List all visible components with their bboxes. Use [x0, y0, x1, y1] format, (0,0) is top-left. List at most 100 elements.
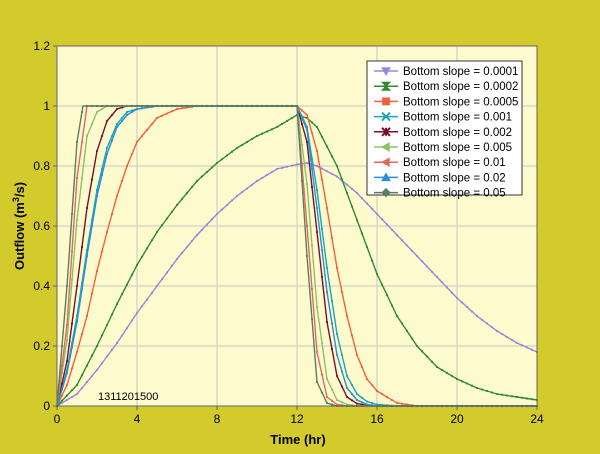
data-point [495, 392, 499, 396]
data-point [305, 128, 309, 132]
data-point [330, 347, 334, 351]
y-tick-label: 0 [43, 399, 50, 413]
data-point [360, 401, 364, 404]
data-point [60, 399, 64, 402]
data-point [435, 365, 439, 369]
data-point [485, 389, 489, 393]
y-tick-label: 1.2 [33, 39, 50, 53]
data-point [310, 317, 314, 321]
data-point [340, 370, 344, 373]
y-tick-label: 0.8 [33, 159, 50, 173]
data-point [350, 205, 354, 208]
data-point [95, 104, 99, 108]
data-point [255, 104, 259, 108]
data-point [245, 187, 249, 190]
data-point [370, 259, 374, 262]
data-point [270, 104, 274, 108]
data-point [365, 377, 369, 381]
data-point [280, 104, 284, 108]
data-point [300, 179, 304, 183]
data-point [450, 374, 454, 378]
data-point [200, 175, 204, 178]
legend-item: Bottom slope = 0.005 [374, 142, 512, 154]
data-point [100, 104, 104, 108]
data-point [95, 368, 99, 372]
data-point [310, 131, 314, 135]
data-point [415, 344, 419, 348]
data-point [305, 182, 309, 186]
data-point [310, 157, 314, 160]
data-point [525, 346, 529, 349]
data-point [220, 208, 224, 211]
data-point [260, 176, 264, 180]
data-point [480, 318, 484, 321]
data-point [120, 116, 124, 120]
legend-marker [381, 111, 391, 122]
x-tick-label: 0 [54, 412, 61, 426]
data-point [320, 248, 324, 252]
data-point [110, 313, 114, 316]
data-point [355, 398, 359, 402]
data-point [520, 396, 524, 399]
data-point [190, 104, 194, 108]
data-point [285, 119, 289, 123]
legend-label: Bottom slope = 0.005 [403, 142, 512, 154]
data-point [325, 206, 329, 210]
data-point [65, 394, 69, 397]
data-point [500, 332, 504, 336]
data-point [490, 326, 494, 329]
data-point [185, 104, 189, 108]
data-point [255, 134, 259, 138]
data-point [290, 164, 294, 167]
data-point [340, 385, 344, 388]
data-point [80, 332, 84, 336]
data-point [465, 382, 469, 385]
x-tick-label: 8 [214, 412, 221, 426]
data-point [115, 194, 119, 198]
data-point [85, 364, 89, 367]
data-point [75, 140, 79, 144]
data-point [430, 360, 434, 363]
data-point [240, 104, 244, 108]
data-point [310, 185, 314, 189]
data-point [215, 212, 219, 216]
data-point [360, 365, 364, 369]
legend-label: Bottom slope = 0.0001 [403, 66, 518, 78]
data-point [285, 165, 289, 168]
data-point [145, 247, 149, 250]
data-point [70, 250, 74, 253]
data-point [150, 104, 154, 108]
data-point [330, 322, 334, 325]
y-tick-label: 1 [43, 99, 50, 113]
data-point [135, 263, 139, 267]
data-point [500, 393, 504, 396]
data-point [335, 353, 339, 357]
data-point [225, 104, 229, 108]
data-point [330, 399, 334, 402]
data-point [140, 255, 144, 258]
data-point [155, 104, 159, 108]
data-point [330, 388, 334, 391]
data-point [170, 104, 174, 108]
data-point [100, 167, 104, 171]
data-point [220, 104, 224, 108]
data-point [75, 218, 79, 222]
data-point [80, 140, 84, 144]
legend-item: Bottom slope = 0.0002 [374, 81, 518, 93]
data-point [90, 224, 94, 228]
data-point [125, 283, 129, 286]
data-point [290, 116, 294, 120]
data-point [105, 146, 109, 150]
data-point [160, 104, 164, 108]
data-point [525, 397, 529, 400]
data-point [115, 341, 119, 345]
legend-marker [380, 142, 390, 152]
data-point [160, 278, 164, 281]
data-point [130, 152, 134, 156]
data-point [165, 112, 169, 115]
data-point [95, 149, 99, 153]
data-point [340, 401, 344, 404]
data-point [150, 122, 154, 126]
data-point [375, 389, 379, 393]
legend-label: Bottom slope = 0.001 [403, 112, 512, 124]
